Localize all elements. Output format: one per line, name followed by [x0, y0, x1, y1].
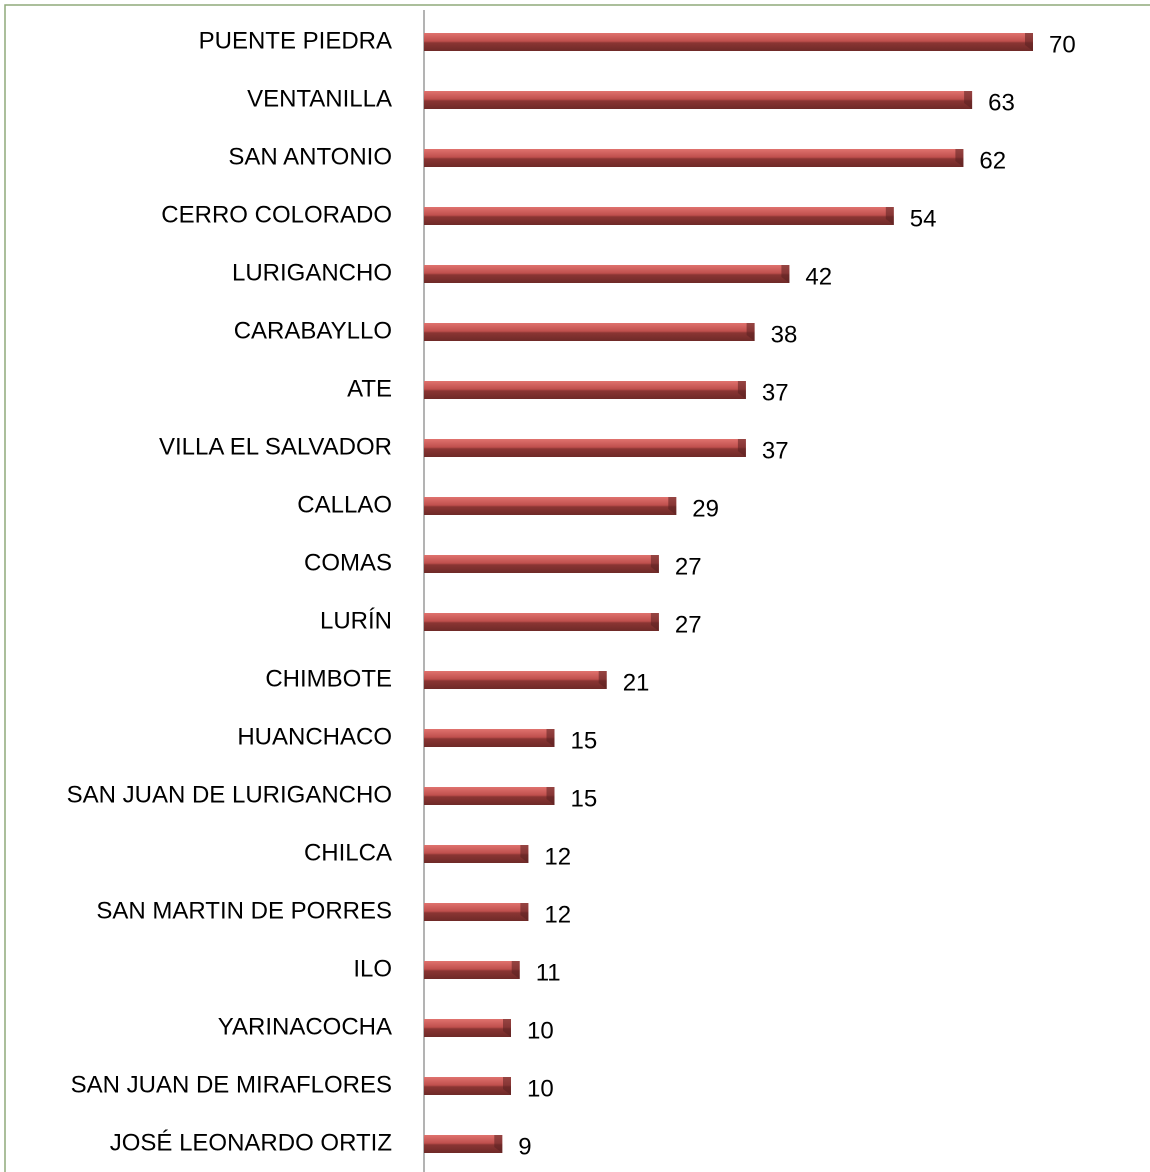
- bar: [424, 497, 677, 515]
- y-tick-label: SAN MARTIN DE PORRES: [96, 897, 392, 924]
- bar-cap: [494, 1135, 503, 1153]
- value-label: 37: [762, 379, 789, 406]
- value-label: 12: [544, 843, 571, 870]
- bar-cap: [598, 671, 607, 689]
- y-tick-label: CALLAO: [297, 491, 392, 518]
- y-tick-label: YARINACOCHA: [218, 1013, 392, 1040]
- y-tick-label: HUANCHACO: [237, 723, 392, 750]
- value-label: 10: [527, 1075, 554, 1102]
- bar: [424, 555, 659, 573]
- value-label: 27: [675, 611, 702, 638]
- bar: [424, 265, 790, 283]
- y-tick-label: ATE: [347, 375, 392, 402]
- value-label: 37: [762, 437, 789, 464]
- y-tick-label: VENTANILLA: [247, 85, 392, 112]
- value-label: 15: [571, 727, 598, 754]
- value-label: 38: [771, 321, 798, 348]
- bar-cap: [737, 381, 746, 399]
- bar: [424, 207, 894, 225]
- bar: [424, 33, 1033, 51]
- bar: [424, 729, 555, 747]
- bar-cap: [737, 439, 746, 457]
- value-label: 42: [805, 263, 832, 290]
- bar-cap: [964, 91, 973, 109]
- bar-cap: [650, 613, 659, 631]
- y-tick-label: SAN JUAN DE LURIGANCHO: [67, 781, 392, 808]
- bar-cap: [520, 903, 529, 921]
- value-label: 62: [979, 147, 1006, 174]
- y-tick-label: CHIMBOTE: [265, 665, 392, 692]
- bar: [424, 671, 607, 689]
- bar-cap: [546, 787, 555, 805]
- y-tick-label: LURÍN: [320, 607, 392, 634]
- value-label: 27: [675, 553, 702, 580]
- y-tick-label: ILO: [353, 955, 392, 982]
- bar: [424, 903, 529, 921]
- bar: [424, 845, 529, 863]
- y-tick-label: SAN JUAN DE MIRAFLORES: [71, 1071, 392, 1098]
- bar-cap: [650, 555, 659, 573]
- bar-cap: [503, 1019, 511, 1037]
- bar: [424, 1135, 503, 1153]
- value-label: 15: [571, 785, 598, 812]
- bar-cap: [511, 961, 520, 979]
- bar-cap: [503, 1077, 511, 1095]
- bar-cap: [1025, 33, 1033, 51]
- bar-cap: [955, 149, 964, 167]
- bar-cap: [668, 497, 677, 515]
- value-label: 10: [527, 1017, 554, 1044]
- value-label: 9: [518, 1133, 531, 1160]
- y-tick-label: SAN ANTONIO: [228, 143, 392, 170]
- value-label: 29: [692, 495, 719, 522]
- value-label: 54: [910, 205, 937, 232]
- y-tick-label: VILLA EL SALVADOR: [159, 433, 392, 460]
- value-label: 70: [1049, 31, 1076, 58]
- bar-cap: [746, 323, 755, 341]
- bar: [424, 787, 555, 805]
- value-label: 21: [623, 669, 650, 696]
- value-label: 11: [536, 959, 561, 986]
- bar: [424, 1019, 511, 1037]
- y-tick-label: LURIGANCHO: [232, 259, 392, 286]
- value-label: 12: [544, 901, 571, 928]
- y-tick-label: PUENTE PIEDRA: [199, 27, 392, 54]
- bar: [424, 149, 964, 167]
- bar: [424, 613, 659, 631]
- y-tick-label: JOSÉ LEONARDO ORTIZ: [110, 1129, 392, 1156]
- frame: [4, 4, 1150, 1172]
- value-label: 63: [988, 89, 1015, 116]
- y-tick-label: COMAS: [304, 549, 392, 576]
- y-tick-label: CARABAYLLO: [234, 317, 392, 344]
- y-tick-label: CERRO COLORADO: [161, 201, 392, 228]
- bar-cap: [781, 265, 790, 283]
- bar-cap: [546, 729, 555, 747]
- bar-cap: [520, 845, 529, 863]
- bar: [424, 439, 746, 457]
- bar-cap: [885, 207, 894, 225]
- bar: [424, 91, 973, 109]
- bar: [424, 1077, 511, 1095]
- bar: [424, 323, 755, 341]
- bar: [424, 961, 520, 979]
- bar: [424, 381, 746, 399]
- y-tick-label: CHILCA: [304, 839, 392, 866]
